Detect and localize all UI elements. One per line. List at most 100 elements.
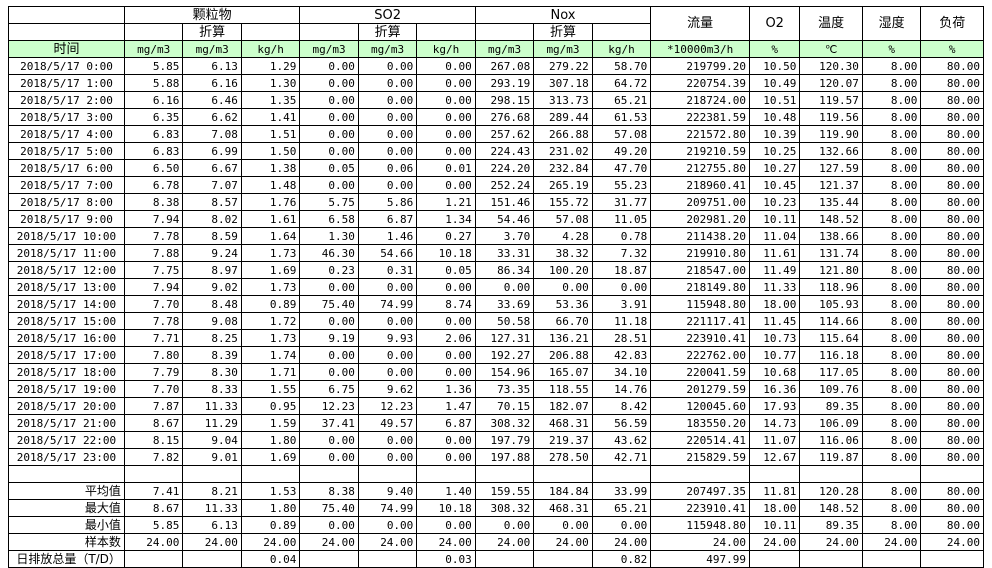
- cell-value: 8.00: [861, 125, 922, 143]
- cell-value: 220041.59: [650, 363, 751, 381]
- summary-value: 24.00: [123, 533, 184, 551]
- table-row[interactable]: 2018/5/17 8:00 8.38 8.57 1.76 5.75 5.86 1.21 15…: [8, 193, 984, 211]
- cell-value: 8.00: [861, 278, 922, 296]
- summary-value: 159.55: [474, 482, 535, 500]
- cell-value: 8.02: [182, 210, 242, 228]
- cell-value: 80.00: [920, 278, 984, 296]
- cell-value: 74.99: [357, 295, 418, 313]
- cell-value: 218547.00: [650, 261, 751, 279]
- cell-value: 50.58: [474, 312, 535, 330]
- group-header-blank: [8, 6, 125, 24]
- cell-value: 10.25: [749, 142, 801, 160]
- table-row[interactable]: 2018/5/17 16:00 7.71 8.25 1.73 9.19 9.93 2.06 1…: [8, 329, 984, 347]
- cell-value: 115948.80: [650, 295, 751, 313]
- cell-value: 54.46: [474, 210, 535, 228]
- cell-value: 0.00: [591, 278, 652, 296]
- cell-value: 266.88: [533, 125, 593, 143]
- table-row[interactable]: 2018/5/17 9:00 7.94 8.02 1.61 6.58 6.87 1.34 54…: [8, 210, 984, 228]
- table-row[interactable]: 2018/5/17 22:00 8.15 9.04 1.80 0.00 0.00 0.00 1…: [8, 431, 984, 449]
- summary-value: 24.00: [749, 533, 801, 551]
- cell-value: 222381.59: [650, 108, 751, 126]
- cell-value: 8.00: [861, 74, 922, 92]
- table-row[interactable]: 2018/5/17 23:00 7.82 9.01 1.69 0.00 0.00 0.00 1…: [8, 448, 984, 466]
- cell-value: 120.07: [799, 74, 863, 92]
- table-row[interactable]: 2018/5/17 14:00 7.70 8.48 0.89 75.40 74.99 8.7…: [8, 295, 984, 313]
- summary-label: 最小值: [8, 516, 125, 534]
- table-row[interactable]: 2018/5/17 11:00 7.88 9.24 1.73 46.30 54.66 10.…: [8, 244, 984, 262]
- cell-value: 10.39: [749, 125, 801, 143]
- table-row[interactable]: 2018/5/17 19:00 7.70 8.33 1.55 6.75 9.62 1.36 7…: [8, 380, 984, 398]
- table-row[interactable]: 2018/5/17 17:00 7.80 8.39 1.74 0.00 0.00 0.00 1…: [8, 346, 984, 364]
- cell-value: 0.00: [357, 125, 418, 143]
- cell-value: 114.66: [799, 312, 863, 330]
- table-row[interactable]: 2018/5/17 7:00 6.78 7.07 1.48 0.00 0.00 0.00 25…: [8, 176, 984, 194]
- table-row[interactable]: 2018/5/17 13:00 7.94 9.02 1.73 0.00 0.00 0.00 0…: [8, 278, 984, 296]
- cell-value: 8.00: [861, 142, 922, 160]
- cell-value: 8.00: [861, 261, 922, 279]
- cell-value: 192.27: [474, 346, 535, 364]
- column-header-unit-3: mg/m3: [299, 40, 359, 58]
- cell-value: 49.20: [591, 142, 652, 160]
- table-row[interactable]: 2018/5/17 20:00 7.87 11.33 0.95 12.23 12.23 1.…: [8, 397, 984, 415]
- units-header-row: 时间 mg/m3 mg/m3 kg/h mg/m3 mg/m3 kg/h mg/m3 mg/m…: [8, 40, 984, 58]
- summary-label: 最大值: [8, 499, 125, 517]
- summary-value: 115948.80: [650, 516, 751, 534]
- cell-value: 31.77: [591, 193, 652, 211]
- cell-value: 80.00: [920, 142, 984, 160]
- table-row[interactable]: 2018/5/17 10:00 7.78 8.59 1.64 1.30 1.46 0.27 3…: [8, 227, 984, 245]
- table-row[interactable]: 2018/5/17 1:00 5.88 6.16 1.30 0.00 0.00 0.00 29…: [8, 74, 984, 92]
- cell-value: 73.35: [474, 380, 535, 398]
- subgroup-blank-particulate-raw: [123, 23, 184, 41]
- cell-value: 148.52: [799, 210, 863, 228]
- cell-value: 0.00: [357, 176, 418, 194]
- table-row[interactable]: 2018/5/17 15:00 7.78 9.08 1.72 0.00 0.00 0.00 5…: [8, 312, 984, 330]
- spacer-cell: [650, 465, 751, 483]
- cell-value: 224.20: [474, 159, 535, 177]
- summary-value: 8.38: [299, 482, 359, 500]
- cell-value: 0.00: [357, 363, 418, 381]
- cell-value: 121.80: [799, 261, 863, 279]
- cell-value: 54.66: [357, 244, 418, 262]
- cell-value: 49.57: [357, 414, 418, 432]
- cell-value: 0.23: [299, 261, 359, 279]
- cell-value: 293.19: [474, 74, 535, 92]
- spacer-cell: [533, 465, 593, 483]
- table-row[interactable]: 2018/5/17 4:00 6.83 7.08 1.51 0.00 0.00 0.00 25…: [8, 125, 984, 143]
- cell-value: 11.18: [591, 312, 652, 330]
- cell-value: 0.00: [357, 312, 418, 330]
- cell-value: 80.00: [920, 91, 984, 109]
- cell-value: 86.34: [474, 261, 535, 279]
- cell-value: 223910.41: [650, 329, 751, 347]
- summary-value: 24.00: [920, 533, 984, 551]
- table-row[interactable]: 2018/5/17 3:00 6.35 6.62 1.41 0.00 0.00 0.00 27…: [8, 108, 984, 126]
- column-header-unit-0: mg/m3: [123, 40, 184, 58]
- table-row[interactable]: 2018/5/17 12:00 7.75 8.97 1.69 0.23 0.31 0.05 8…: [8, 261, 984, 279]
- cell-value: 265.19: [533, 176, 593, 194]
- cell-value: 10.45: [749, 176, 801, 194]
- cell-value: 14.73: [749, 414, 801, 432]
- cell-value: 151.46: [474, 193, 535, 211]
- column-header-unit-1: mg/m3: [182, 40, 242, 58]
- cell-value: 8.00: [861, 91, 922, 109]
- cell-value: 117.05: [799, 363, 863, 381]
- cell-value: 7.75: [123, 261, 184, 279]
- cell-value: 11.33: [182, 397, 242, 415]
- cell-value: 80.00: [920, 329, 984, 347]
- cell-value: 8.00: [861, 312, 922, 330]
- table-row[interactable]: 2018/5/17 21:00 8.67 11.29 1.59 37.41 49.57 6.…: [8, 414, 984, 432]
- cell-value: 1.64: [240, 227, 301, 245]
- summary-value: 11.33: [182, 499, 242, 517]
- cell-value: 267.08: [474, 57, 535, 75]
- table-row[interactable]: 2018/5/17 6:00 6.50 6.67 1.38 0.05 0.06 0.01 22…: [8, 159, 984, 177]
- cell-value: 0.00: [299, 312, 359, 330]
- cell-value: 8.97: [182, 261, 242, 279]
- summary-value: 33.99: [591, 482, 652, 500]
- table-row[interactable]: 2018/5/17 2:00 6.16 6.46 1.35 0.00 0.00 0.00 29…: [8, 91, 984, 109]
- table-row[interactable]: 2018/5/17 0:00 5.85 6.13 1.29 0.00 0.00 0.00 26…: [8, 57, 984, 75]
- summary-value: 5.85: [123, 516, 184, 534]
- cell-value: 119.56: [799, 108, 863, 126]
- cell-value: 11.49: [749, 261, 801, 279]
- cell-value: 1.74: [240, 346, 301, 364]
- table-row[interactable]: 2018/5/17 5:00 6.83 6.99 1.50 0.00 0.00 0.00 22…: [8, 142, 984, 160]
- table-row[interactable]: 2018/5/17 18:00 7.79 8.30 1.71 0.00 0.00 0.00 1…: [8, 363, 984, 381]
